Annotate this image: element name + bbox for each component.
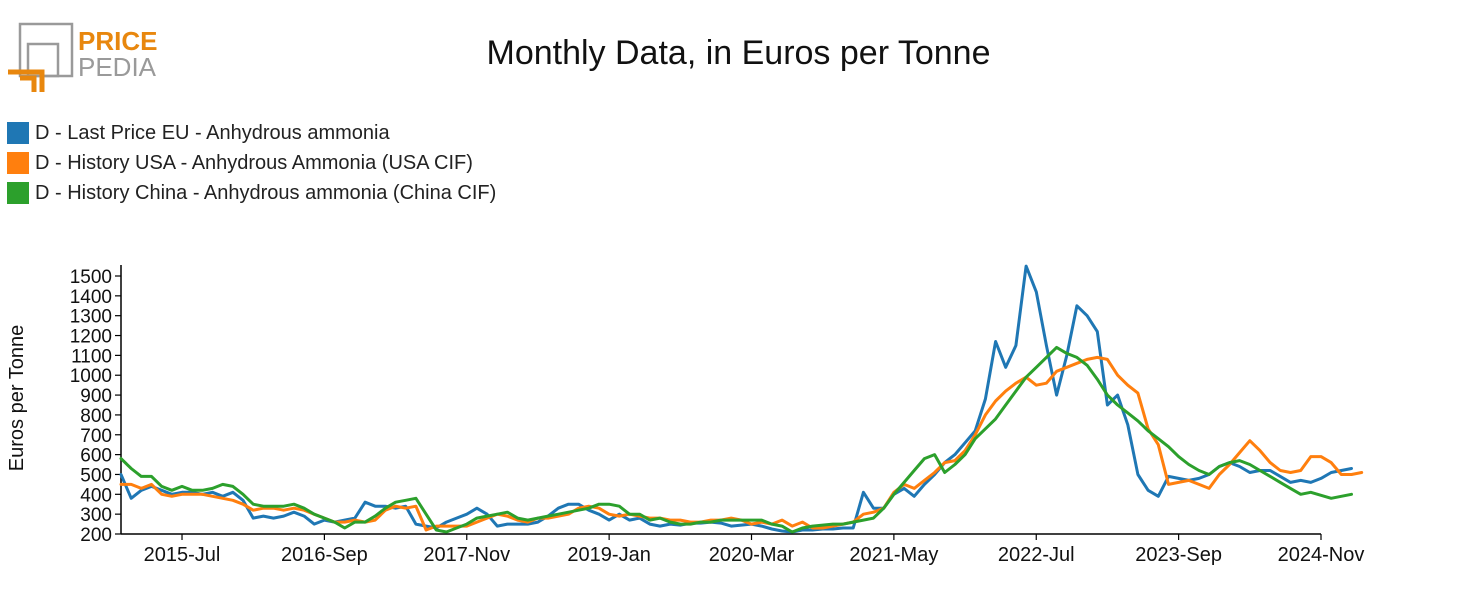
x-tick-label: 2016-Sep	[281, 544, 368, 566]
chart-title: Monthly Data, in Euros per Tonne	[486, 34, 991, 72]
logo-bracket-outer	[8, 69, 45, 92]
pricepedia-logo: PRICE PEDIA	[8, 22, 157, 92]
y-axis: 2003004005006007008009001000110012001300…	[70, 265, 122, 546]
y-tick-label: 300	[80, 505, 112, 526]
series-line-usa[interactable]	[119, 355, 1364, 532]
x-tick-label: 2015-Jul	[144, 544, 221, 566]
x-tick-label: 2024-Nov	[1278, 544, 1365, 566]
series-line-china[interactable]	[119, 345, 1353, 534]
y-tick-label: 400	[80, 485, 112, 506]
legend-swatch-eu	[7, 122, 29, 144]
x-tick-label: 2021-May	[849, 544, 938, 566]
y-tick-label: 700	[80, 426, 112, 447]
y-tick-label: 1000	[70, 366, 112, 387]
x-tick-label: 2020-Mar	[709, 544, 795, 566]
legend-label-china: D - History China - Anhydrous ammonia (C…	[35, 181, 497, 204]
legend-item-china[interactable]: D - History China - Anhydrous ammonia (C…	[7, 178, 496, 208]
legend-swatch-china	[7, 182, 29, 204]
y-tick-label: 800	[80, 406, 112, 427]
x-tick-label: 2019-Jan	[567, 544, 650, 566]
legend-label-eu: D - Last Price EU - Anhydrous ammonia	[35, 121, 390, 144]
y-tick-label: 1500	[70, 267, 112, 288]
legend-swatch-usa	[7, 152, 29, 174]
x-axis: 2015-Jul 2016-Sep 2017-Nov 2019-Jan 2020-Mar…	[121, 533, 1365, 566]
y-tick-label: 1300	[70, 307, 112, 328]
logo-text-price: PRICE	[78, 26, 157, 56]
series-layer	[119, 264, 1364, 534]
logo-text-pedia: PEDIA	[78, 52, 157, 82]
y-tick-label: 900	[80, 386, 112, 407]
legend-item-usa[interactable]: D - History USA - Anhydrous Ammonia (USA…	[7, 148, 496, 178]
x-tick-label: 2017-Nov	[423, 544, 510, 566]
y-tick-label: 1100	[71, 346, 112, 367]
x-tick-label: 2023-Sep	[1135, 544, 1222, 566]
logo-bracket-inner	[20, 75, 37, 92]
y-tick-label: 200	[80, 525, 112, 546]
y-tick-label: 600	[80, 446, 112, 467]
series-line-eu[interactable]	[119, 264, 1353, 534]
x-tick-label: 2022-Jul	[998, 544, 1075, 566]
legend-item-eu[interactable]: D - Last Price EU - Anhydrous ammonia	[7, 118, 496, 148]
legend-label-usa: D - History USA - Anhydrous Ammonia (USA…	[35, 151, 473, 174]
y-axis-label: Euros per Tonne	[6, 325, 28, 471]
y-tick-label: 1200	[70, 327, 112, 348]
y-tick-label: 500	[80, 465, 112, 486]
y-tick-label: 1400	[70, 287, 112, 308]
legend: D - Last Price EU - Anhydrous ammonia D …	[7, 118, 496, 208]
